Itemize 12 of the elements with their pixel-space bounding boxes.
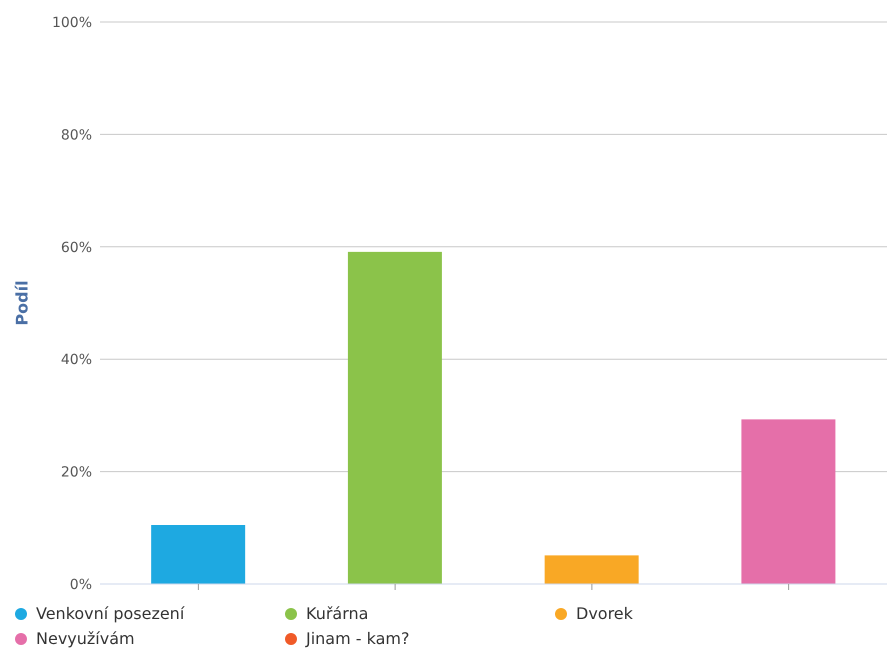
- y-axis-title: Podíl: [12, 280, 32, 326]
- y-tick-label: 80%: [60, 127, 92, 144]
- legend-label: Jinam - kam?: [306, 629, 410, 648]
- y-tick-label: 20%: [60, 464, 92, 481]
- legend-label: Nevyužívám: [36, 629, 135, 648]
- legend-label: Venkovní posezení: [36, 604, 184, 623]
- y-tick-label: 100%: [52, 14, 92, 31]
- y-tick-label: 40%: [60, 352, 92, 368]
- y-tick-label: 0%: [70, 576, 92, 593]
- legend-label: Kuřárna: [306, 604, 368, 623]
- legend-label: Dvorek: [576, 604, 633, 623]
- y-tick-label: 60%: [60, 240, 92, 256]
